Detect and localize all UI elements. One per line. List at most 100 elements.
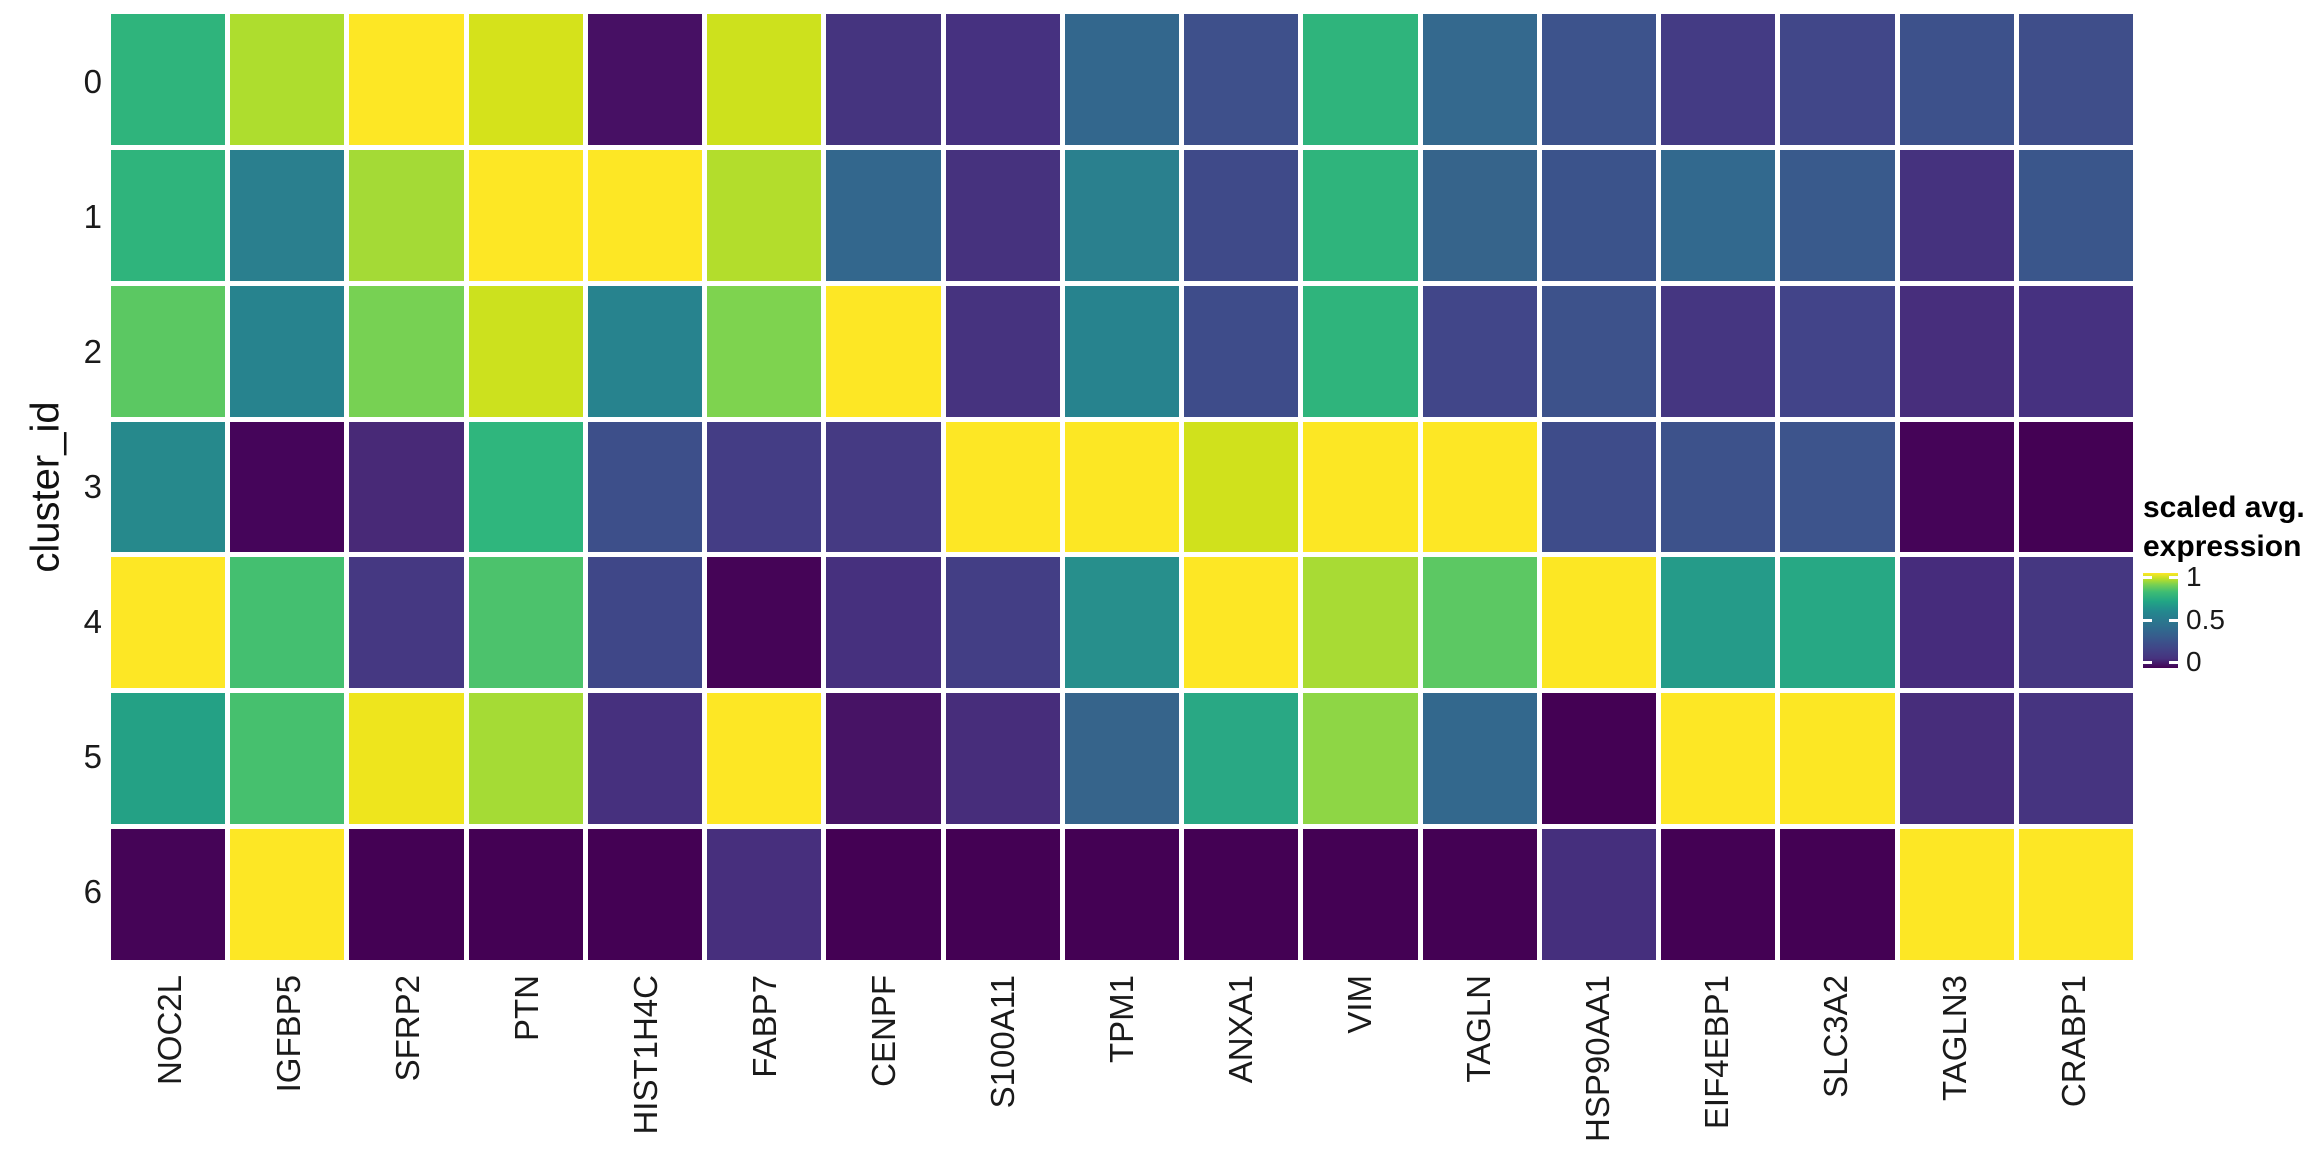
heatmap-cell — [1422, 421, 1537, 553]
heatmap-cell — [468, 14, 583, 145]
heatmap-cell — [587, 829, 703, 960]
heatmap-cell — [707, 149, 822, 281]
heatmap-cell — [349, 421, 464, 553]
x-tick-label: S100A11 — [984, 975, 1022, 1109]
heatmap-cell — [1303, 557, 1418, 689]
heatmap-cell — [1184, 285, 1299, 417]
x-tick-label: SFRP2 — [389, 975, 427, 1082]
heatmap-cell — [945, 149, 1060, 281]
heatmap-cell — [945, 557, 1060, 689]
heatmap-cell — [826, 14, 941, 145]
heatmap-cell — [468, 285, 583, 417]
heatmap-cell — [1064, 149, 1180, 281]
heatmap-cell — [1899, 285, 2014, 417]
heatmap-cell — [468, 829, 583, 960]
heatmap-cell — [2018, 149, 2133, 281]
heatmap-cell — [111, 149, 226, 281]
heatmap-cell — [468, 421, 583, 553]
heatmap-cell — [1899, 693, 2014, 825]
heatmap-cell — [1899, 421, 2014, 553]
x-tick-label: VIM — [1340, 975, 1378, 1034]
legend-title-line2: expression — [2143, 530, 2302, 563]
heatmap-cell — [1303, 421, 1418, 553]
heatmap-cell — [707, 14, 822, 145]
heatmap-cell — [230, 557, 345, 689]
legend-tick-label: 0 — [2186, 646, 2202, 678]
legend: scaled avg. expression 1 0.5 0 — [2143, 488, 2304, 676]
x-tick-label: IGFBP5 — [270, 975, 308, 1093]
heatmap-cell — [1422, 557, 1537, 689]
x-tick-label: TAGLN — [1459, 975, 1497, 1083]
heatmap-cell — [945, 421, 1060, 553]
heatmap-cell — [1780, 557, 1895, 689]
y-tick-label: 3 — [83, 468, 102, 505]
heatmap-cell — [111, 557, 226, 689]
heatmap-cell — [826, 829, 941, 960]
heatmap-cell — [945, 14, 1060, 145]
heatmap-cell — [1064, 557, 1180, 689]
heatmap-cell — [826, 693, 941, 825]
heatmap-cell — [230, 285, 345, 417]
heatmap-cell — [1303, 14, 1418, 145]
heatmap-cell — [2018, 693, 2133, 825]
heatmap-cell — [1541, 285, 1657, 417]
heatmap-cell — [1661, 557, 1776, 689]
heatmap-cell — [1303, 285, 1418, 417]
heatmap-cell — [230, 693, 345, 825]
heatmap-cell — [111, 285, 226, 417]
heatmap-cell — [707, 421, 822, 553]
x-tick-label: CENPF — [865, 975, 903, 1087]
heatmap-cell — [2018, 14, 2133, 145]
heatmap-cell — [1780, 421, 1895, 553]
heatmap-cell — [1541, 149, 1657, 281]
heatmap-cell — [826, 285, 941, 417]
heatmap-cell — [1064, 693, 1180, 825]
legend-tick-dash — [2143, 618, 2152, 622]
heatmap-cell — [945, 693, 1060, 825]
heatmap-cell — [826, 557, 941, 689]
heatmap-cell — [1541, 557, 1657, 689]
heatmap-cell — [1184, 14, 1299, 145]
heatmap-cell — [468, 557, 583, 689]
heatmap-cell — [1422, 285, 1537, 417]
heatmap-cell — [1780, 14, 1895, 145]
legend-tick-label: 0.5 — [2186, 603, 2225, 635]
legend-tick-dash — [2169, 575, 2178, 579]
heatmap-cell — [1184, 557, 1299, 689]
heatmap-cell — [1661, 693, 1776, 825]
x-tick-label: CRABP1 — [2054, 975, 2092, 1108]
heatmap-cell — [1422, 829, 1537, 960]
heatmap-cell — [587, 285, 703, 417]
heatmap-cell — [349, 829, 464, 960]
heatmap-cell — [1064, 285, 1180, 417]
x-tick-label: EIF4EBP1 — [1697, 975, 1735, 1130]
legend-title-line1: scaled avg. — [2143, 491, 2304, 524]
heatmap-cell — [1303, 149, 1418, 281]
heatmap-cell — [2018, 285, 2133, 417]
heatmap-cell — [1541, 693, 1657, 825]
heatmap-cell — [826, 421, 941, 553]
heatmap-cell — [945, 285, 1060, 417]
heatmap-cell — [1661, 285, 1776, 417]
heatmap-cell — [1899, 14, 2014, 145]
y-tick-label: 2 — [83, 332, 102, 370]
heatmap-cell — [1661, 149, 1776, 281]
y-tick-label: 0 — [83, 62, 102, 100]
heatmap-cell — [1780, 829, 1895, 960]
heatmap-cell — [230, 149, 345, 281]
heatmap-cell — [1541, 14, 1657, 145]
legend-tick-dash — [2169, 661, 2178, 665]
heatmap-cell — [1422, 693, 1537, 825]
heatmap-cell — [1184, 829, 1299, 960]
legend-tick-dash — [2143, 661, 2152, 665]
heatmap-cell — [349, 149, 464, 281]
heatmap-cell — [1780, 693, 1895, 825]
heatmap-cell — [349, 285, 464, 417]
heatmap-cell — [1184, 149, 1299, 281]
heatmap-cell — [1899, 149, 2014, 281]
heatmap-cell — [1899, 829, 2014, 960]
heatmap-cell — [2018, 829, 2133, 960]
heatmap-cell — [349, 14, 464, 145]
heatmap-cell — [1780, 149, 1895, 281]
